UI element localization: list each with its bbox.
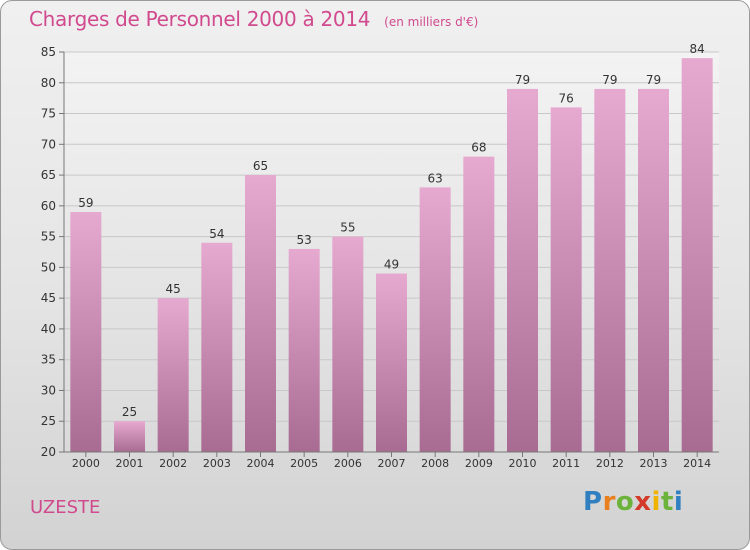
x-tick-label: 2002 <box>159 457 187 470</box>
y-tick-label: 85 <box>41 45 56 59</box>
logo-letter: x <box>634 487 652 517</box>
data-label: 79 <box>602 73 617 87</box>
data-label: 68 <box>471 141 486 155</box>
logo-letter: r <box>602 487 616 517</box>
y-tick-label: 30 <box>41 383 56 397</box>
y-tick-label: 80 <box>41 76 56 90</box>
y-tick-label: 70 <box>41 137 56 151</box>
x-tick-label: 2007 <box>378 457 406 470</box>
x-tick-label: 2009 <box>465 457 493 470</box>
logo-letter: o <box>615 487 635 517</box>
y-tick-label: 25 <box>41 414 56 428</box>
x-tick-label: 2004 <box>247 457 275 470</box>
chart-subtitle: (en milliers d'€) <box>384 15 479 29</box>
y-tick-label: 50 <box>41 260 56 274</box>
bar <box>550 107 582 452</box>
bar <box>419 187 451 452</box>
x-tick-label: 2006 <box>334 457 362 470</box>
x-tick-label: 2008 <box>421 457 449 470</box>
x-tick-label: 2010 <box>509 457 537 470</box>
x-tick-label: 2005 <box>290 457 318 470</box>
bar <box>157 298 189 452</box>
y-tick-label: 75 <box>41 107 56 121</box>
data-label: 49 <box>384 258 399 272</box>
bar <box>463 156 495 452</box>
data-label: 54 <box>209 227 224 241</box>
y-tick-label: 65 <box>41 168 56 182</box>
x-tick-label: 2012 <box>596 457 624 470</box>
data-label: 25 <box>122 405 137 419</box>
bar <box>507 88 538 452</box>
data-label: 84 <box>690 42 705 56</box>
logo-letter: i <box>673 487 684 517</box>
y-tick-label: 20 <box>41 445 56 459</box>
bar <box>332 236 364 452</box>
x-tick-label: 2011 <box>552 457 580 470</box>
bar <box>114 421 145 452</box>
y-tick-label: 60 <box>41 199 56 213</box>
data-label: 55 <box>340 221 355 235</box>
title-text: Charges de Personnel 2000 à 2014 <box>29 7 371 31</box>
bar <box>681 58 713 453</box>
bar <box>376 273 407 452</box>
data-label: 65 <box>253 159 268 173</box>
data-label: 53 <box>297 233 312 247</box>
data-label: 45 <box>166 282 181 296</box>
y-tick-label: 55 <box>41 230 56 244</box>
commune-name: UZESTE <box>30 497 101 518</box>
logo-letter: P <box>583 487 603 517</box>
chart-title: Charges de Personnel 2000 à 2014 (en mill… <box>29 7 478 31</box>
data-label: 63 <box>428 171 443 185</box>
data-label: 79 <box>646 73 661 87</box>
x-tick-label: 2000 <box>72 457 100 470</box>
bar <box>638 88 669 452</box>
x-tick-label: 2003 <box>203 457 231 470</box>
bar <box>594 88 626 452</box>
y-tick-label: 45 <box>41 291 56 305</box>
proxiti-logo: Proxiti <box>583 487 683 517</box>
bar <box>201 242 233 452</box>
data-label: 79 <box>515 73 530 87</box>
y-tick-label: 35 <box>41 353 56 367</box>
bar <box>288 248 320 452</box>
y-tick-label: 40 <box>41 322 56 336</box>
data-label: 59 <box>78 196 93 210</box>
x-tick-label: 2013 <box>640 457 668 470</box>
logo-letter: i <box>651 487 661 517</box>
x-tick-label: 2014 <box>683 457 711 470</box>
x-tick-label: 2001 <box>116 457 144 470</box>
bar <box>245 175 276 453</box>
logo-letter: t <box>660 487 674 517</box>
data-label: 76 <box>559 91 574 105</box>
bar <box>70 212 102 452</box>
